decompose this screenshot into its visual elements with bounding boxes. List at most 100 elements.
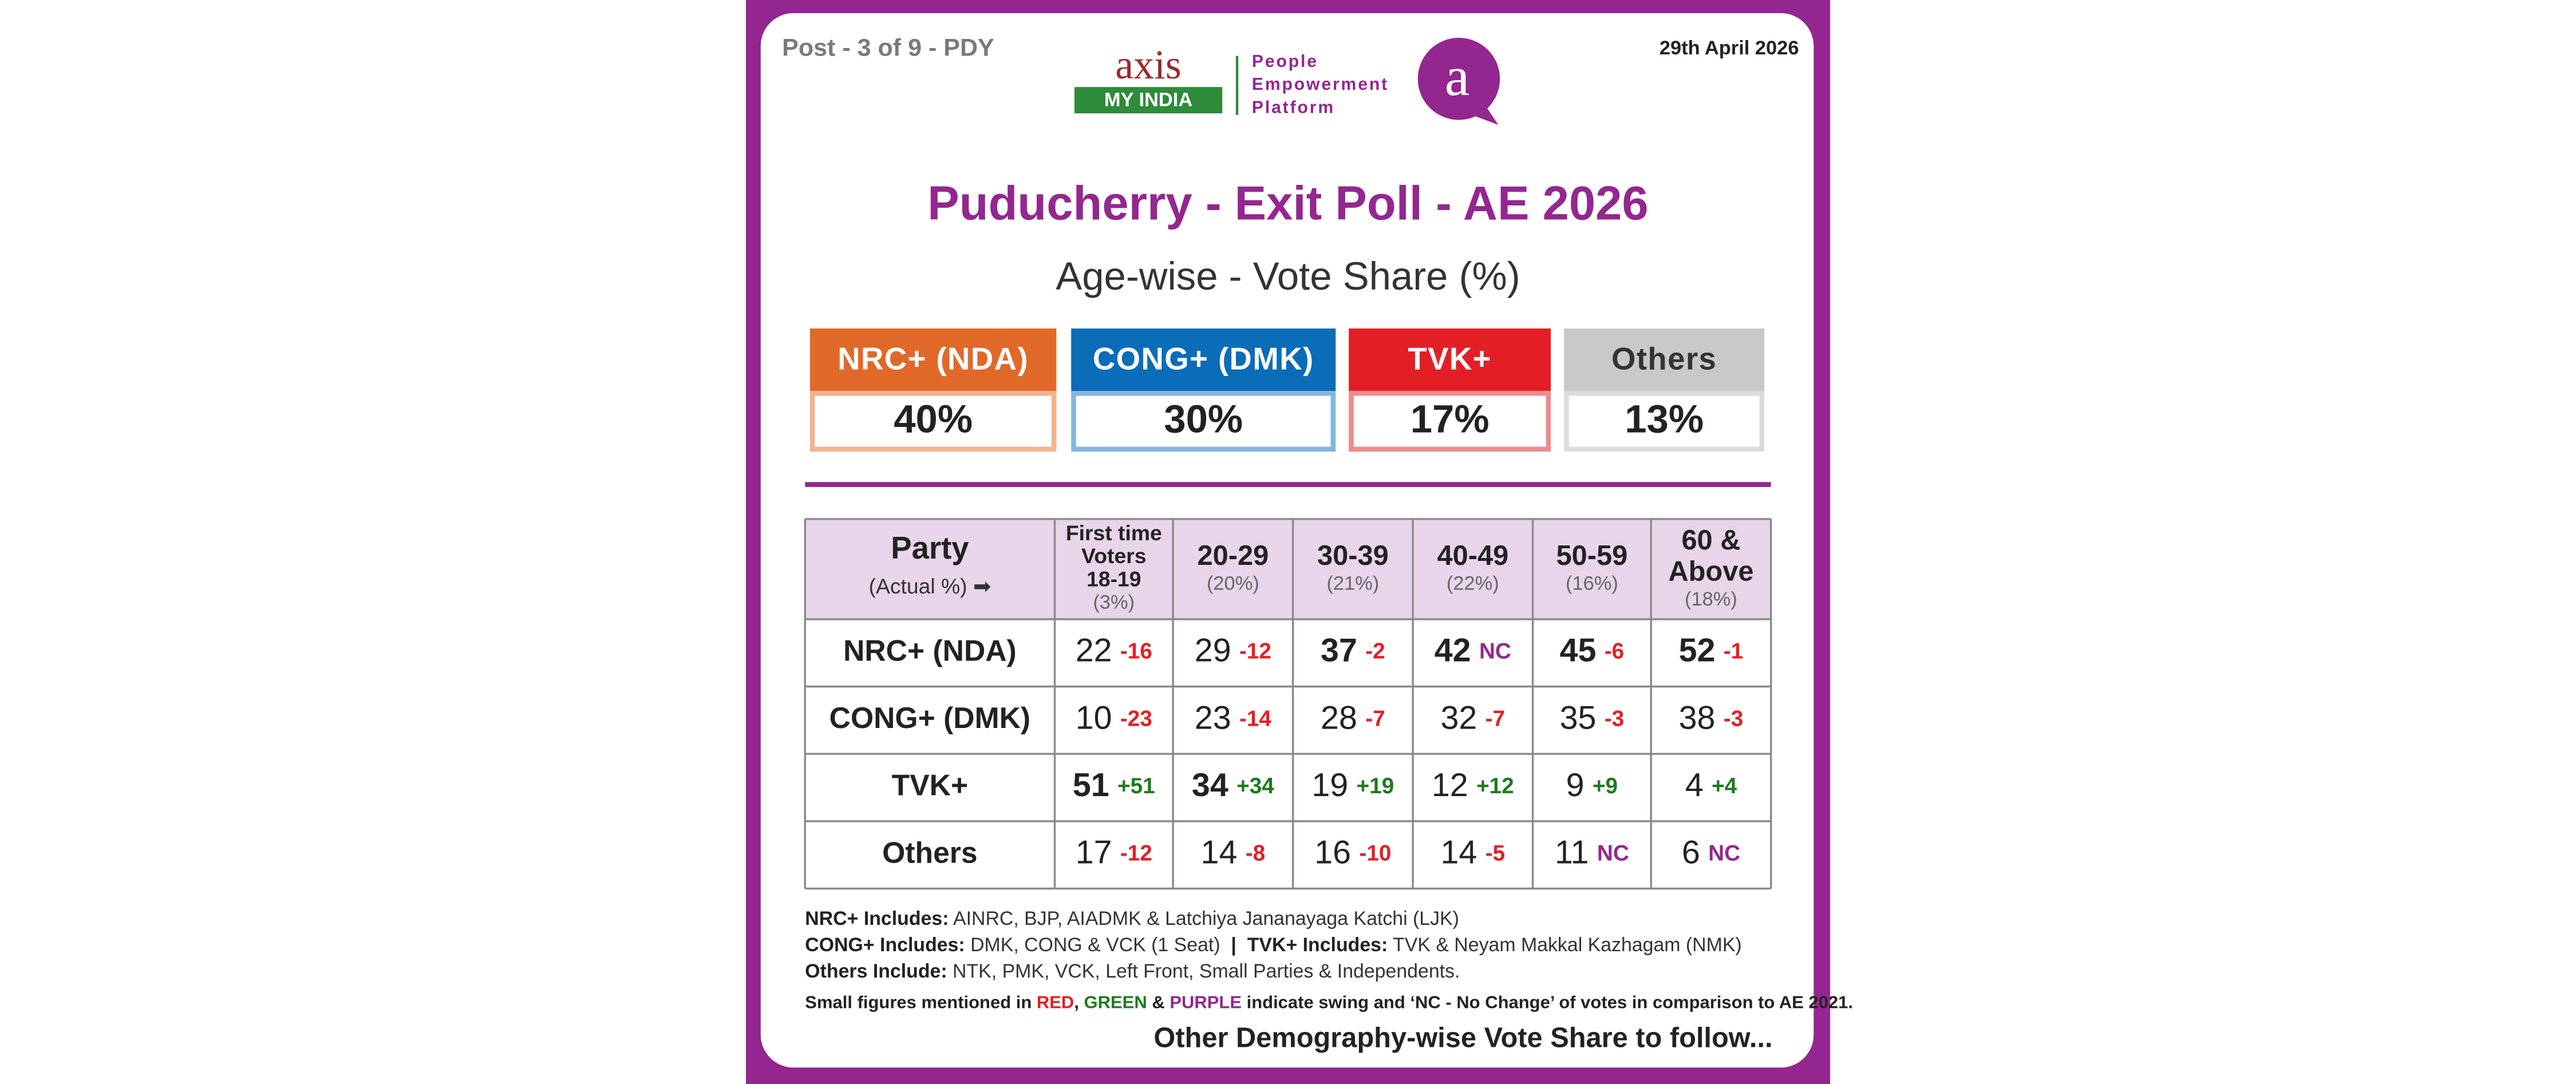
table: Party (Actual %) ➡ First timeVoters18-19(3… <box>804 518 1772 890</box>
cell-value: 9 <box>1566 767 1585 804</box>
cell-value: 38 <box>1679 700 1716 737</box>
card-share: 13% <box>1625 397 1704 441</box>
card-header <box>1564 328 1765 391</box>
note-segment: TVK & Neyam Makkal Kazhagam (NMK) <box>1388 934 1741 956</box>
column-label: 20-29 <box>1197 540 1269 571</box>
cell-value: 16 <box>1314 834 1351 871</box>
card-body <box>809 390 1057 452</box>
cell: 23 -14 <box>1195 700 1272 737</box>
cell-value: 10 <box>1076 700 1112 737</box>
note-segment: PURPLE <box>1170 992 1242 1012</box>
note-segment: TVK+ Includes: <box>1236 934 1388 956</box>
cell-value: 45 <box>1560 632 1597 669</box>
cell: 16 -10 <box>1314 834 1391 871</box>
note-segment: AINRC, BJP, AIADMK & Latchiya Jananayaga… <box>949 908 1459 929</box>
cell-value: 14 <box>1201 834 1238 871</box>
badge-letter: a <box>1445 46 1469 108</box>
column-label: 40-49 <box>1437 540 1508 571</box>
note-segment: NTK, PMK, VCK, Left Front, Small Parties… <box>947 960 1460 982</box>
cell-swing: -3 <box>1605 707 1624 731</box>
card-body <box>1564 390 1765 452</box>
note-segment: DMK, CONG & VCK (1 Seat) <box>965 934 1231 956</box>
note: Others Include: NTK, PMK, VCK, Left Fron… <box>805 960 1460 982</box>
cell-value: 19 <box>1311 767 1348 804</box>
cell-swing: +34 <box>1236 774 1274 798</box>
cell-swing: -12 <box>1239 639 1271 664</box>
column-share: (21%) <box>1326 573 1379 595</box>
cell: 37 -2 <box>1321 632 1385 669</box>
logo-box <box>1074 87 1223 114</box>
note-segment: | <box>1231 934 1236 956</box>
card-party: Others <box>1611 342 1717 377</box>
card-party: TVK+ <box>1408 342 1492 377</box>
tagline: People <box>1252 52 1318 71</box>
cell-swing: +9 <box>1593 774 1618 798</box>
cell-value: 35 <box>1560 700 1597 737</box>
cell-value: 12 <box>1432 767 1468 804</box>
column-share: (16%) <box>1566 573 1618 595</box>
cell: 35 -3 <box>1560 700 1625 737</box>
card-party: CONG+ (DMK) <box>1093 342 1314 377</box>
note-segment: Small figures mentioned in <box>805 992 1037 1012</box>
corner-label: Party <box>891 531 969 565</box>
card-header <box>1071 328 1336 391</box>
card-share: 17% <box>1411 397 1490 441</box>
note: CONG+ Includes: DMK, CONG & VCK (1 Seat)… <box>805 934 1741 956</box>
cell: 42 NC <box>1435 632 1511 669</box>
row-party: CONG+ (DMK) <box>829 701 1030 734</box>
card-party: NRC+ (NDA) <box>837 342 1029 377</box>
note: Small figures mentioned in RED, GREEN & … <box>805 992 1853 1012</box>
cell-swing: -2 <box>1365 639 1385 664</box>
notes: NRC+ Includes: AINRC, BJP, AIADMK & Latc… <box>805 908 1853 1012</box>
cell: 34 +34 <box>1192 767 1274 804</box>
cell: 29 -12 <box>1195 632 1271 669</box>
cell-value: 17 <box>1076 834 1112 871</box>
column-label: First time <box>1066 521 1162 545</box>
note-segment: & <box>1147 992 1170 1012</box>
cell-swing: -7 <box>1485 707 1505 731</box>
column-label: Voters <box>1081 544 1146 568</box>
row-party: TVK+ <box>892 769 968 802</box>
cell-swing: -23 <box>1120 707 1152 731</box>
cell-swing: -6 <box>1605 639 1624 664</box>
date: 29th April 2026 <box>1660 37 1799 59</box>
cell: 4 +4 <box>1685 767 1737 804</box>
footer: Other Demography-wise Vote Share to foll… <box>1153 1022 1772 1053</box>
title: Puducherry - Exit Poll - AE 2026 <box>927 177 1648 230</box>
cell-swing: -7 <box>1365 707 1385 731</box>
badge <box>1417 38 1500 120</box>
subtitle: Age-wise - Vote Share (%) <box>1056 254 1520 298</box>
card-body <box>1349 390 1551 452</box>
note-segment: NRC+ Includes: <box>805 908 949 929</box>
cell: 22 -16 <box>1076 632 1152 669</box>
cell-swing: NC <box>1479 639 1511 664</box>
corner-note: (Actual %) ➡ <box>869 574 991 598</box>
cell-value: 4 <box>1685 767 1704 804</box>
column-label: 30-39 <box>1317 540 1389 571</box>
cell-swing: -10 <box>1359 841 1391 866</box>
cell-swing: +51 <box>1117 774 1155 798</box>
cell-swing: -14 <box>1239 707 1271 731</box>
column-share: (22%) <box>1447 573 1499 595</box>
logo-text: axis <box>1115 42 1182 88</box>
cell-swing: -8 <box>1246 841 1265 866</box>
cell-value: 37 <box>1321 632 1357 669</box>
note-segment: Others Include: <box>805 960 947 982</box>
note-segment: CONG+ Includes: <box>805 934 965 956</box>
cell-value: 14 <box>1441 834 1477 871</box>
card-header <box>1349 328 1551 391</box>
cell-swing: +19 <box>1357 774 1394 798</box>
cell-value: 32 <box>1441 700 1477 737</box>
cell-value: 11 <box>1555 834 1589 871</box>
cell: 11 NC <box>1555 834 1629 871</box>
cell: 10 -23 <box>1076 700 1152 737</box>
tagline: Platform <box>1252 98 1335 117</box>
cell-swing: -16 <box>1120 639 1152 664</box>
cell: 6 NC <box>1682 834 1740 871</box>
cell-swing: -1 <box>1724 639 1743 664</box>
card-share: 40% <box>894 397 973 441</box>
cell: 14 -5 <box>1441 834 1506 871</box>
cell: 9 +9 <box>1566 767 1618 804</box>
note-segment: GREEN <box>1084 992 1147 1012</box>
card-body <box>1071 390 1336 452</box>
